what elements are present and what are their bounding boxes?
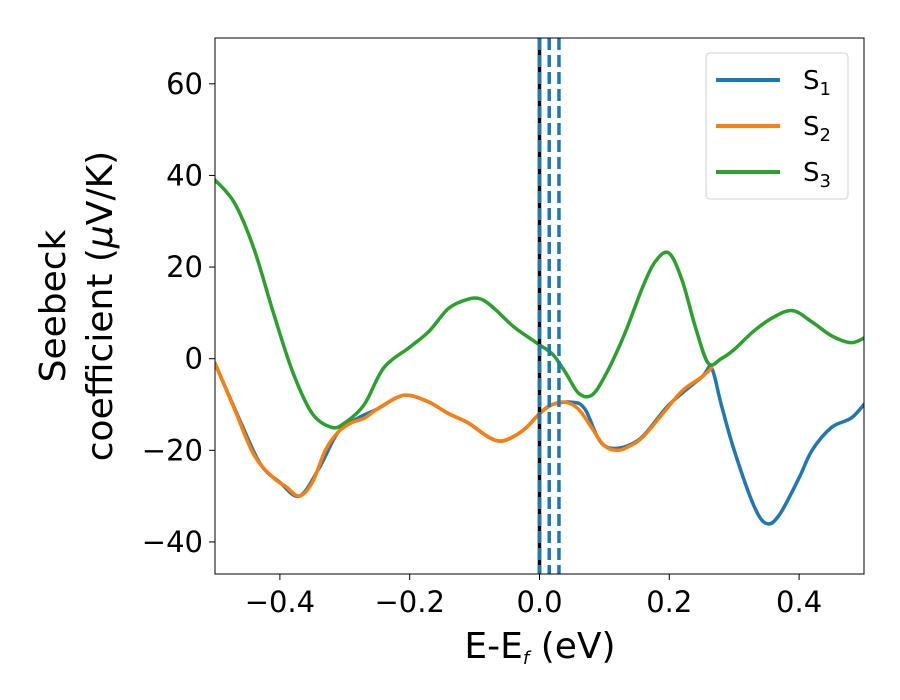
x-tick-label: 0.2 [646,585,692,619]
x-tick-label: 0.4 [776,585,822,619]
y-tick-label: 0 [185,342,203,376]
legend: S1 S2 S3 [705,52,849,200]
y-axis-label-line1: Seebeck [33,229,74,382]
y-tick-label: 20 [166,250,203,284]
x-axis: −0.4 −0.2 0.0 0.2 0.4 [245,574,822,619]
legend-label-s1: S1 [803,66,831,100]
y-axis: −40 −20 0 20 40 60 [142,67,215,559]
y-axis-label: Seebeck coefficient (μV/K) [33,151,121,461]
legend-label-s2: S2 [803,112,831,146]
vertical-line-layer [537,38,561,574]
y-tick-label: −40 [142,525,203,559]
x-axis-label-subscript: f [523,648,532,669]
x-tick-label: −0.4 [245,585,315,619]
series-line-s2 [215,361,714,498]
y-tick-label: 40 [166,158,203,192]
x-axis-label: E-Ef (eV) [464,626,615,669]
y-axis-label-line2: coefficient (μV/K) [80,151,121,461]
legend-label-s3: S3 [803,158,831,192]
x-tick-label: −0.2 [374,585,444,619]
y-tick-label: 60 [166,67,203,101]
y-tick-label: −20 [142,433,203,467]
x-tick-label: 0.0 [516,585,562,619]
